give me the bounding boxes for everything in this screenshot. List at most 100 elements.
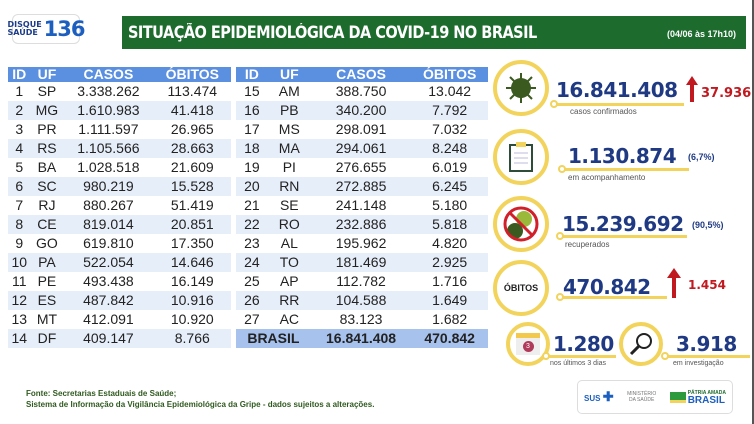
deaths-cell: 15.528 xyxy=(153,177,231,196)
cases-cell: 181.469 xyxy=(310,253,412,272)
logo-line1: DISQUE xyxy=(7,20,42,29)
deaths-cell: 5.818 xyxy=(411,215,488,234)
dot xyxy=(556,232,564,240)
table-row: 22 RO 232.886 5.818 xyxy=(236,215,488,234)
investigation-label: em investigação xyxy=(673,360,724,367)
dot xyxy=(550,100,558,108)
cases-cell: 388.750 xyxy=(335,83,387,99)
states-table-left: ID UF CASOS ÓBITOS 1 SP 3.338.262 113.474 2 MG 1.6… xyxy=(8,67,231,348)
footer-source: Fonte: Secretarias Estaduais de Saúde; S… xyxy=(26,388,374,410)
cases-cell: 232.886 xyxy=(310,215,412,234)
clipboard-icon xyxy=(509,142,533,172)
id-cell: 21 xyxy=(244,197,260,213)
deaths-cell: 26.965 xyxy=(170,121,214,137)
deaths-cell: 28.663 xyxy=(153,139,231,158)
cases-cell: 487.842 xyxy=(63,291,154,310)
uf-cell: SP xyxy=(37,83,57,99)
table-row: 3 PR 1.111.597 26.965 xyxy=(8,120,231,139)
underline xyxy=(562,235,687,238)
cases-cell: 83.123 xyxy=(339,311,383,327)
table-row: 15 AM 388.750 13.042 xyxy=(236,82,488,101)
id-cell: 1 xyxy=(15,83,24,99)
cases-cell: 1.111.597 xyxy=(78,121,139,137)
table-row: 11 PE 493.438 16.149 xyxy=(8,272,231,291)
table-row: 6 SC 980.219 15.528 xyxy=(8,177,231,196)
cases-cell: 980.219 xyxy=(63,177,154,196)
uf-cell: GO xyxy=(36,235,58,251)
id-cell: 16 xyxy=(236,101,268,120)
update-date: (04/06 às 17h10) xyxy=(666,29,736,39)
deaths-cell: 8.248 xyxy=(411,139,488,158)
column-header: UF xyxy=(30,67,64,82)
column-header: ID xyxy=(236,67,268,82)
up-arrow-icon xyxy=(667,268,681,298)
id-cell: 10 xyxy=(8,253,31,272)
last3-label: nos últimos 3 dias xyxy=(550,360,607,367)
id-cell: 24 xyxy=(236,253,268,272)
column-header: CASOS xyxy=(310,67,412,82)
virus-icon xyxy=(506,73,536,103)
deaths-cell: 16.149 xyxy=(170,273,214,289)
table-row: 25 AP 112.782 1.716 xyxy=(236,272,488,291)
id-cell: 7 xyxy=(15,197,24,213)
table-row: 9 GO 619.810 17.350 xyxy=(8,234,231,253)
cases-cell: 1.105.566 xyxy=(63,139,154,158)
deaths-cell: 21.609 xyxy=(170,159,214,175)
page-title: SITUAÇÃO EPIDEMIOLÓGICA DA COVID-19 NO B… xyxy=(128,23,537,42)
id-cell: 9 xyxy=(15,235,24,251)
deaths-cell: 7.032 xyxy=(432,121,468,137)
states-table-right: ID UF CASOS ÓBITOS 15 AM 388.750 13.042 16 PB 340.… xyxy=(236,67,488,348)
table-row: 12 ES 487.842 10.916 xyxy=(8,291,231,310)
dot xyxy=(661,352,669,360)
cases-cell: 272.885 xyxy=(310,177,412,196)
deaths-cell: 51.419 xyxy=(170,197,214,213)
id-cell: 20 xyxy=(236,177,268,196)
table-row: 10 PA 522.054 14.646 xyxy=(8,253,231,272)
deaths-cell: 5.180 xyxy=(432,197,468,213)
table-row: 26 RR 104.588 1.649 xyxy=(236,291,488,310)
id-cell: 11 xyxy=(12,273,27,289)
deaths-cell: 8.766 xyxy=(153,329,231,348)
table-row: 27 AC 83.123 1.682 xyxy=(236,310,488,329)
recovered-value: 15.239.692 xyxy=(562,212,684,236)
deaths-cell: 14.646 xyxy=(153,253,231,272)
deaths-value: 470.842 xyxy=(563,275,651,299)
cases-cell: 241.148 xyxy=(335,197,387,213)
id-cell: 19 xyxy=(244,159,260,175)
deaths-cell: 4.820 xyxy=(432,235,468,251)
magnifier-icon xyxy=(629,333,652,356)
underline xyxy=(666,355,750,358)
cases-cell: 522.054 xyxy=(63,253,154,272)
uf-cell: DF xyxy=(30,329,64,348)
uf-cell: RJ xyxy=(38,197,56,213)
id-cell: 14 xyxy=(8,329,31,348)
total-cases: 16.841.408 xyxy=(310,329,412,348)
uf-cell: BA xyxy=(37,159,57,175)
table-row: 18 MA 294.061 8.248 xyxy=(236,139,488,158)
table-row: 8 CE 819.014 20.851 xyxy=(8,215,231,234)
dot xyxy=(542,352,550,360)
cases-cell: 298.091 xyxy=(335,121,387,137)
investigation-value: 3.918 xyxy=(676,332,737,356)
dot xyxy=(556,293,564,301)
uf-cell: MT xyxy=(36,311,58,327)
table-row: 14 DF 409.147 8.766 xyxy=(8,329,231,348)
id-cell: 13 xyxy=(11,311,28,327)
recovered-pct: (90,5%) xyxy=(692,220,724,230)
uf-cell: PR xyxy=(37,121,57,137)
last3-value: 1.280 xyxy=(553,332,614,356)
country-text: BRASIL xyxy=(687,395,725,406)
brasil-logo: PÁTRIA AMADA BRASIL xyxy=(669,389,726,406)
uf-cell: AC xyxy=(279,311,300,327)
ministry-text: MINISTÉRIO DA SAÚDE xyxy=(627,391,657,403)
recovered-label: recuperados xyxy=(565,240,610,249)
id-cell: 25 xyxy=(244,273,260,289)
uf-cell: MG xyxy=(30,101,64,120)
id-cell: 23 xyxy=(244,235,260,251)
table-row: 4 RS 1.105.566 28.663 xyxy=(8,139,231,158)
table-row: 21 SE 241.148 5.180 xyxy=(236,196,488,215)
id-cell: 5 xyxy=(15,159,24,175)
uf-cell: SC xyxy=(30,177,64,196)
uf-cell: RO xyxy=(267,215,311,234)
no-virus-icon xyxy=(503,206,539,242)
